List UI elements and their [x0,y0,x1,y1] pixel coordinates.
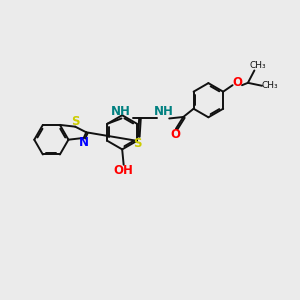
Text: CH₃: CH₃ [262,81,279,90]
Text: N: N [79,136,89,149]
Text: OH: OH [114,164,134,177]
Text: O: O [170,128,180,141]
Text: NH: NH [111,106,131,118]
Text: S: S [133,137,142,150]
Text: NH: NH [153,106,173,118]
Text: CH₃: CH₃ [250,61,266,70]
Text: O: O [232,76,243,89]
Text: S: S [72,115,80,128]
